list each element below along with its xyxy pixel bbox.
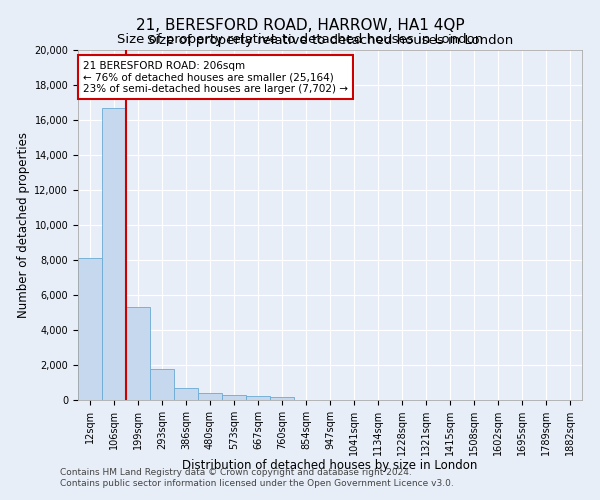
Y-axis label: Number of detached properties: Number of detached properties bbox=[17, 132, 30, 318]
Title: Size of property relative to detached houses in London: Size of property relative to detached ho… bbox=[147, 34, 513, 48]
Text: 21, BERESFORD ROAD, HARROW, HA1 4QP: 21, BERESFORD ROAD, HARROW, HA1 4QP bbox=[136, 18, 464, 32]
Text: Size of property relative to detached houses in London: Size of property relative to detached ho… bbox=[117, 32, 483, 46]
Text: Contains HM Land Registry data © Crown copyright and database right 2024.
Contai: Contains HM Land Registry data © Crown c… bbox=[60, 468, 454, 487]
Bar bbox=[150, 370, 174, 400]
Bar bbox=[126, 307, 150, 400]
Bar bbox=[78, 258, 102, 400]
Bar bbox=[222, 395, 246, 400]
Text: 21 BERESFORD ROAD: 206sqm
← 76% of detached houses are smaller (25,164)
23% of s: 21 BERESFORD ROAD: 206sqm ← 76% of detac… bbox=[83, 60, 348, 94]
X-axis label: Distribution of detached houses by size in London: Distribution of detached houses by size … bbox=[182, 460, 478, 472]
Bar bbox=[198, 394, 222, 400]
Bar bbox=[174, 388, 198, 400]
Bar bbox=[246, 396, 270, 400]
Bar bbox=[102, 108, 126, 400]
Bar bbox=[270, 396, 294, 400]
